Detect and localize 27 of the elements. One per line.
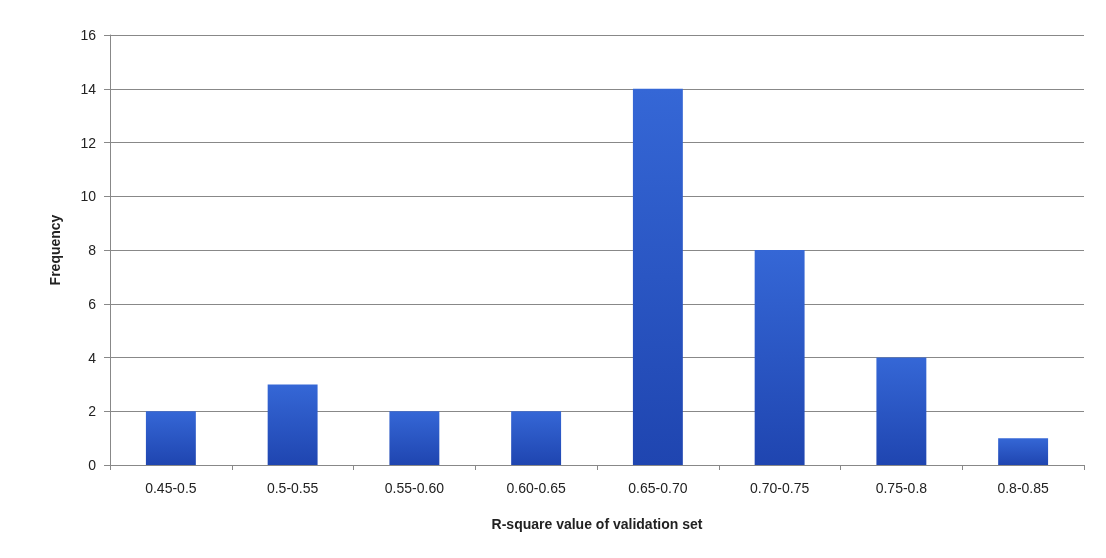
y-tick-label: 12 [80, 134, 97, 151]
bar [632, 88, 683, 465]
bar [876, 357, 927, 465]
x-tick-label: 0.65-0.70 [628, 480, 688, 496]
x-tick-label: 0.8-0.85 [997, 480, 1050, 496]
y-tick-label: 6 [88, 295, 97, 312]
x-tick-label: 0.75-0.8 [875, 480, 928, 496]
bar [389, 411, 440, 465]
x-tick-label: 0.60-0.65 [506, 480, 566, 496]
x-tick-label: 0.45-0.5 [145, 480, 197, 496]
y-tick-label: 14 [80, 80, 97, 97]
bar [267, 384, 318, 465]
y-tick-label: 16 [80, 27, 97, 43]
x-axis-title: R-square value of validation set [491, 516, 703, 532]
x-tick-label: 0.5-0.55 [266, 480, 319, 496]
y-tick-label: 4 [88, 349, 97, 366]
y-tick-label: 10 [80, 188, 97, 205]
bar [511, 411, 562, 465]
y-axis-title: Frequency [47, 214, 63, 286]
x-tick-label: 0.70-0.75 [750, 480, 810, 496]
bar [998, 438, 1049, 465]
y-tick-label: 0 [88, 457, 97, 473]
x-tick-label: 0.55-0.60 [384, 480, 445, 496]
y-tick-label: 8 [88, 242, 97, 258]
y-tick-label: 2 [88, 403, 97, 420]
bar [754, 250, 805, 465]
bar [145, 411, 196, 465]
